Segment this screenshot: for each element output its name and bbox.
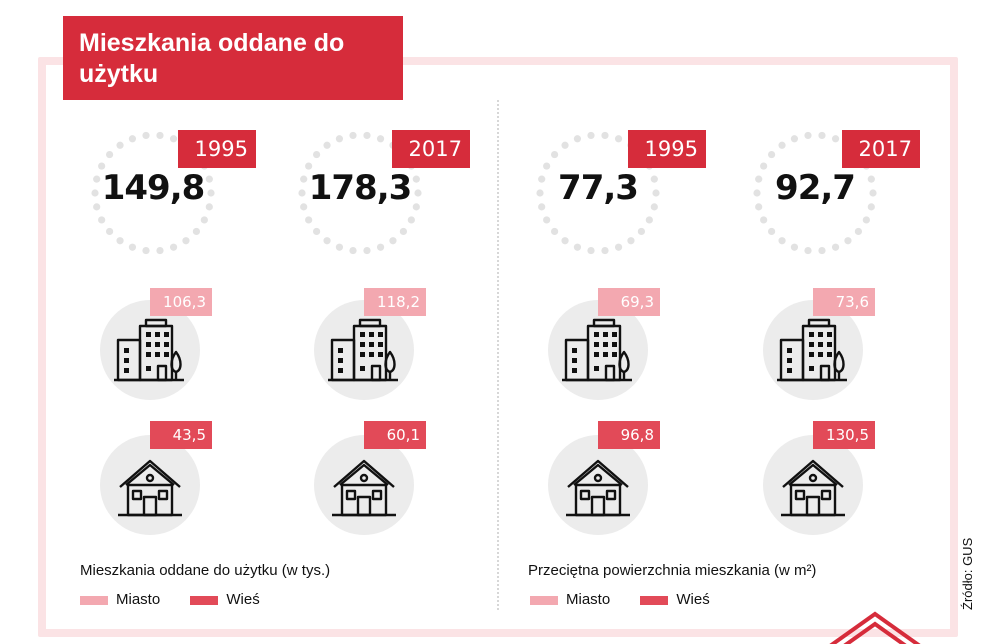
wies-value-tag: 96,8 <box>598 421 660 449</box>
infographic-frame <box>38 57 958 637</box>
village-icon-circle <box>763 435 863 535</box>
legend-swatch <box>80 595 108 605</box>
miasto-value-tag: 106,3 <box>150 288 212 316</box>
miasto-value-tag: 73,6 <box>813 288 875 316</box>
legend-item-wies: Wieś <box>640 591 710 608</box>
apartment-building-icon <box>562 318 632 382</box>
total-value: 77,3 <box>558 168 639 208</box>
city-icon-circle <box>763 300 863 400</box>
decorative-roof-mark <box>829 611 921 644</box>
village-icon-circle <box>548 435 648 535</box>
house-icon <box>332 459 396 517</box>
total-value: 92,7 <box>775 168 856 208</box>
village-icon-circle <box>314 435 414 535</box>
total-circle: 178,3 <box>295 128 425 258</box>
house-icon <box>566 459 630 517</box>
source-note: Źródło: GUS <box>960 537 975 610</box>
total-value: 149,8 <box>101 168 206 208</box>
wies-value-tag: 60,1 <box>364 421 426 449</box>
apartment-building-icon <box>114 318 184 382</box>
apartment-building-icon <box>777 318 847 382</box>
miasto-value-tag: 69,3 <box>598 288 660 316</box>
wies-value-tag: 43,5 <box>150 421 212 449</box>
legend-label: Wieś <box>676 591 710 608</box>
total-circle: 77,3 <box>533 128 663 258</box>
section-divider <box>497 100 499 610</box>
wies-value-tag: 130,5 <box>813 421 875 449</box>
legend-label: Wieś <box>226 591 260 608</box>
village-icon-circle <box>100 435 200 535</box>
legend: Miasto Wieś <box>530 591 736 611</box>
house-icon <box>118 459 182 517</box>
apartment-building-icon <box>328 318 398 382</box>
year-badge: 2017 <box>842 130 920 168</box>
legend-item-wies: Wieś <box>190 591 260 608</box>
legend-swatch <box>190 595 219 605</box>
house-icon <box>781 459 845 517</box>
legend-item-miasto: Miasto <box>530 591 610 608</box>
miasto-value-tag: 118,2 <box>364 288 426 316</box>
year-badge: 1995 <box>628 130 706 168</box>
year-badge: 2017 <box>392 130 470 168</box>
legend-label: Miasto <box>116 591 161 608</box>
legend-swatch <box>640 595 669 605</box>
section-caption: Przeciętna powierzchnia mieszkania (w m²… <box>528 562 817 579</box>
infographic-title: Mieszkania oddane do użytku <box>63 16 403 100</box>
city-icon-circle <box>548 300 648 400</box>
city-icon-circle <box>100 300 200 400</box>
legend-swatch <box>530 595 558 605</box>
legend-item-miasto: Miasto <box>80 591 160 608</box>
year-badge: 1995 <box>178 130 256 168</box>
city-icon-circle <box>314 300 414 400</box>
total-value: 178,3 <box>308 168 413 208</box>
legend-label: Miasto <box>566 591 611 608</box>
section-caption: Mieszkania oddane do użytku (w tys.) <box>80 562 331 579</box>
legend: Miasto Wieś <box>80 591 286 611</box>
